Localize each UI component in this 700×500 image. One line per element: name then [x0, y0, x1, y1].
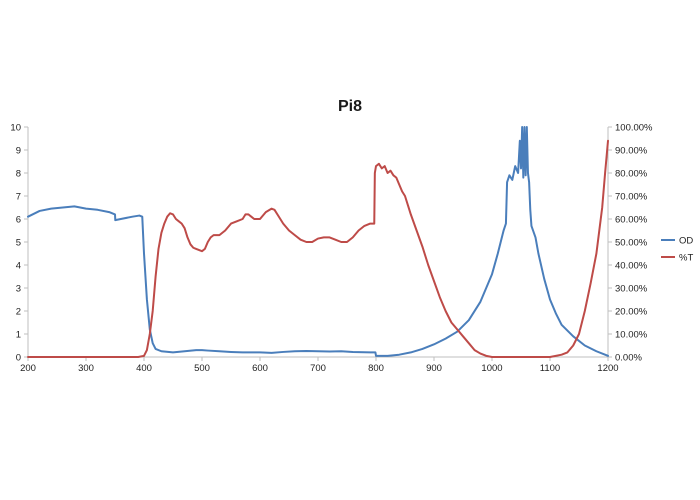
y2-tick-label: 30.00%: [615, 284, 648, 295]
y-tick-label: 10: [10, 123, 21, 134]
x-tick-label: 1200: [597, 363, 618, 374]
y2-tick-label: 40.00%: [615, 261, 648, 272]
series-line-od: [27, 126, 609, 357]
y2-tick-label: 80.00%: [615, 169, 648, 180]
y2-tick-label: 20.00%: [615, 307, 648, 318]
x-tick-label: 1100: [540, 363, 560, 374]
series-layer: [27, 126, 609, 358]
axes: 200 300 400 500 600 700 800 900 1000 1100 1200 0 1 2 3…: [10, 123, 653, 375]
y2-tick-label: 0.00%: [615, 353, 642, 364]
legend: OD %T: [661, 236, 693, 264]
y-tick-label: 6: [16, 215, 21, 226]
y2-tick-label: 70.00%: [615, 192, 648, 203]
y-tick-label: 8: [16, 169, 21, 180]
x-tick-label: 900: [426, 363, 442, 374]
x-tick-label: 600: [252, 363, 268, 374]
x-tick-label: 1000: [481, 363, 502, 374]
legend-label: OD: [679, 236, 693, 247]
y2-tick-label: 60.00%: [615, 215, 648, 226]
x-tick-label: 700: [310, 363, 326, 374]
y-tick-label: 5: [16, 238, 21, 249]
y-tick-label: 9: [16, 146, 21, 157]
x-tick-label: 200: [20, 363, 36, 374]
y-tick-label: 7: [16, 192, 21, 203]
series-line-transmission: [27, 139, 609, 358]
y-tick-label: 1: [16, 330, 21, 341]
y-tick-label: 4: [16, 261, 21, 272]
x-tick-label: 300: [78, 363, 94, 374]
y2-tick-label: 100.00%: [615, 123, 653, 134]
y2-tick-label: 10.00%: [615, 330, 648, 341]
x-tick-label: 400: [136, 363, 152, 374]
x-tick-label: 800: [368, 363, 384, 374]
y-tick-label: 2: [16, 307, 21, 318]
chart-title: Pi8: [338, 98, 362, 115]
x-tick-label: 500: [194, 363, 210, 374]
y2-tick-label: 90.00%: [615, 146, 648, 157]
y2-tick-label: 50.00%: [615, 238, 648, 249]
legend-label: %T: [679, 253, 693, 264]
y-tick-label: 0: [16, 353, 21, 364]
y-tick-label: 3: [16, 284, 21, 295]
